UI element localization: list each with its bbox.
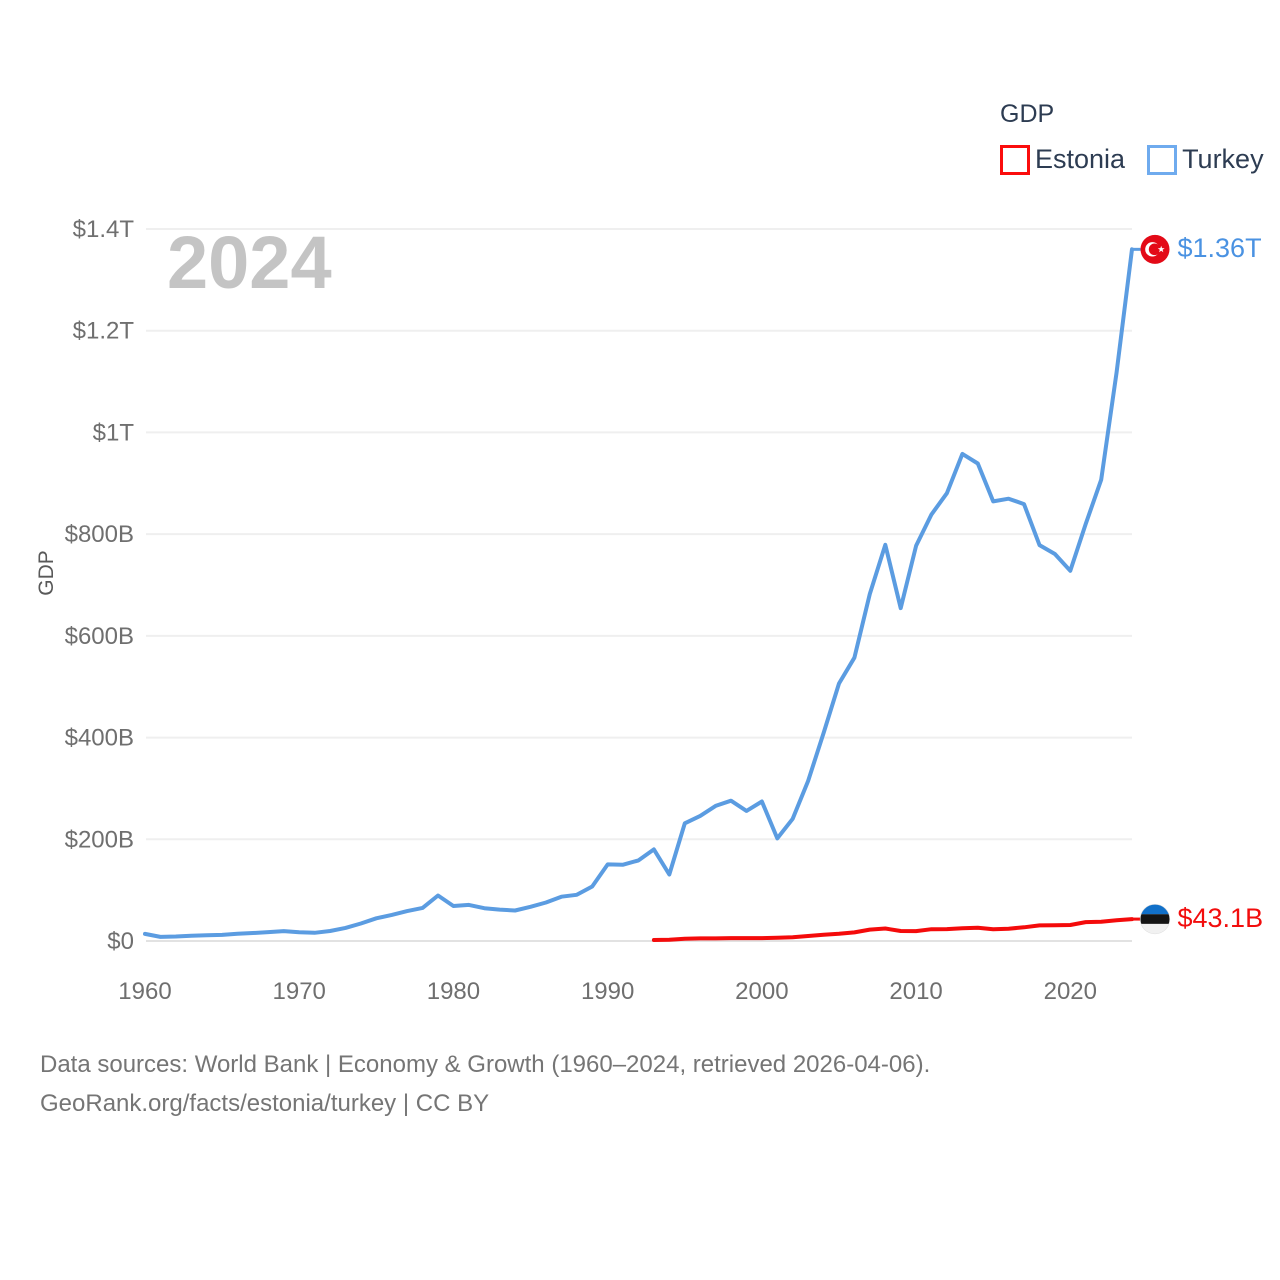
source-line-1: Data sources: World Bank | Economy & Gro…	[40, 1051, 931, 1078]
x-tick-label: 2020	[1044, 978, 1097, 1005]
x-tick-label: 1990	[581, 978, 634, 1005]
y-tick-label: $400B	[65, 725, 134, 752]
y-axis-title: GDP	[35, 550, 58, 596]
x-tick-label: 1980	[427, 978, 480, 1005]
y-tick-label: $0	[107, 928, 134, 955]
estonia-swatch-icon	[1000, 144, 1030, 175]
estonia-line-series	[651, 917, 1134, 942]
y-tick-label: $800B	[65, 521, 134, 548]
legend-label-estonia: Estonia	[1035, 144, 1126, 174]
y-tick-label: $1T	[93, 419, 135, 446]
estonia-flag-icon	[1139, 903, 1171, 935]
source-line-2: GeoRank.org/facts/estonia/turkey | CC BY	[40, 1089, 490, 1117]
legend: GDP Estonia Turkey	[1000, 100, 1264, 175]
legend-item-estonia[interactable]: Estonia	[1000, 144, 1125, 175]
x-tick-label: 2010	[889, 978, 942, 1005]
estonia-end-value-label: $43.1B	[1177, 903, 1264, 934]
y-tick-label: $600B	[65, 623, 134, 650]
legend-row: Estonia Turkey	[1000, 144, 1264, 175]
legend-label-turkey: Turkey	[1182, 144, 1264, 174]
source-attribution: Data sources: World Bank | Economy & Gro…	[40, 1046, 930, 1124]
turkey-swatch-icon	[1147, 144, 1178, 175]
legend-item-turkey[interactable]: Turkey	[1147, 144, 1264, 175]
y-tick-label: $200B	[65, 826, 134, 853]
y-tick-label: $1.2T	[73, 318, 135, 345]
x-tick-label: 2000	[735, 978, 788, 1005]
legend-title: GDP	[1000, 100, 1055, 128]
turkey-line-series	[143, 247, 1134, 939]
x-tick-label: 1970	[273, 978, 326, 1005]
x-tick-label: 1960	[118, 978, 171, 1005]
watermark-year: 2024	[167, 221, 332, 304]
y-tick-label: $1.4T	[73, 216, 135, 243]
turkey-flag-icon	[1140, 234, 1170, 264]
turkey-end-value-label: $1.36T	[1177, 233, 1262, 264]
